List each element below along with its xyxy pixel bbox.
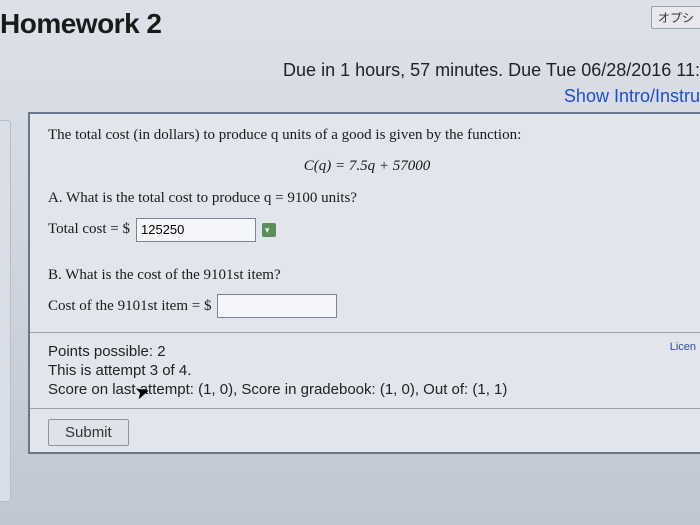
license-link[interactable]: Licen (670, 341, 696, 353)
part-a-label: Total cost = $ (48, 218, 130, 241)
question-intro: The total cost (in dollars) to produce q… (48, 124, 686, 147)
part-b-input[interactable] (217, 294, 337, 318)
attempt-info: This is attempt 3 of 4. (48, 362, 686, 379)
meta-section: Points possible: 2 This is attempt 3 of … (30, 333, 700, 409)
side-tab[interactable] (0, 120, 11, 502)
page-title: Homework 2 (0, 8, 162, 40)
options-button[interactable]: オプシ (651, 6, 700, 29)
score-info: Score on last attempt: (1, 0), Score in … (48, 381, 686, 398)
part-a-answer-row: Total cost = $ (48, 218, 686, 242)
cost-equation: C(q) = 7.5q + 57000 (48, 155, 686, 178)
part-b-answer-row: Cost of the 9101st item = $ (48, 294, 686, 318)
part-b-label: Cost of the 9101st item = $ (48, 295, 211, 318)
show-intro-link[interactable]: Show Intro/Instru (564, 86, 700, 107)
question-box: The total cost (in dollars) to produce q… (28, 112, 700, 454)
part-a-input[interactable] (136, 218, 256, 242)
preview-icon[interactable] (262, 223, 276, 237)
due-text: Due in 1 hours, 57 minutes. Due Tue 06/2… (283, 60, 700, 81)
homework-screen: オプシ Homework 2 Due in 1 hours, 57 minute… (0, 0, 700, 525)
submit-button[interactable]: Submit (48, 419, 129, 446)
part-b-prompt: B. What is the cost of the 9101st item? (48, 264, 686, 287)
part-a-prompt: A. What is the total cost to produce q =… (48, 187, 686, 210)
question-body: The total cost (in dollars) to produce q… (30, 114, 700, 333)
points-possible: Points possible: 2 (48, 343, 686, 360)
submit-row: Submit (30, 409, 700, 452)
